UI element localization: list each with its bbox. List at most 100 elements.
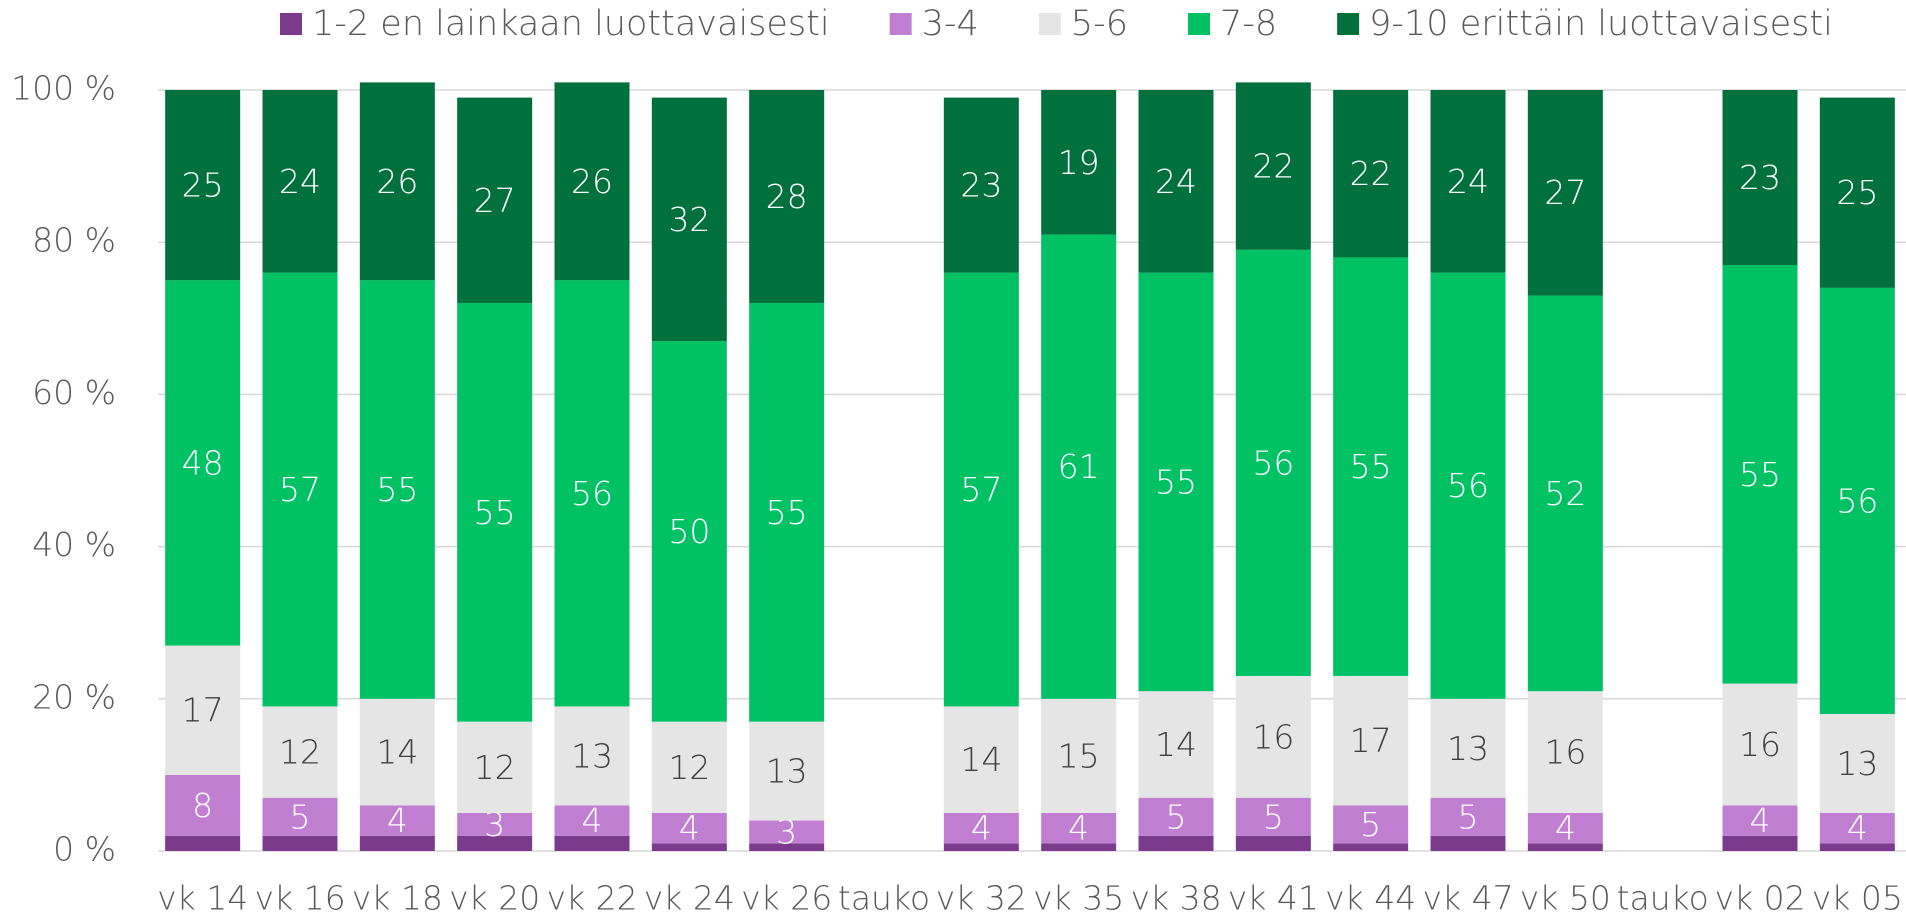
bar-segment	[262, 90, 338, 273]
bar-segment	[1430, 797, 1506, 836]
data-label: 57	[960, 470, 1002, 509]
data-label: 4	[679, 809, 700, 848]
data-label: 5	[1263, 797, 1284, 836]
data-label: 52	[1544, 474, 1586, 513]
x-tick-label: vk 02	[1714, 879, 1805, 915]
data-label: 4	[387, 801, 408, 840]
data-label: 55	[766, 493, 808, 532]
data-label: 12	[474, 748, 516, 787]
data-label: 17	[182, 691, 224, 730]
bar-segment	[1235, 675, 1311, 798]
bar-segment	[1138, 691, 1214, 798]
legend-label: 1-2 en lainkaan luottavaisesti	[312, 4, 830, 44]
bar-segment	[749, 90, 825, 304]
data-label: 55	[1155, 462, 1197, 501]
y-tick-label: 0 %	[53, 830, 116, 869]
x-tick-label: vk 18	[352, 879, 443, 915]
bar-segment	[457, 835, 533, 851]
x-tick-label: tauko	[838, 879, 930, 915]
data-label: 16	[1739, 725, 1781, 764]
data-label: 8	[192, 786, 213, 825]
bar-segment	[165, 645, 241, 775]
x-tick-label: vk 16	[254, 879, 345, 915]
y-tick-label: 80 %	[32, 221, 116, 260]
bar-segment	[651, 843, 727, 851]
bar-segment	[1333, 675, 1409, 806]
bar-segment	[1041, 843, 1117, 851]
data-label: 4	[971, 809, 992, 848]
bar-segment	[554, 835, 630, 851]
bar-segment	[1041, 234, 1117, 699]
bar-segment	[554, 805, 630, 836]
y-tick-label: 20 %	[32, 677, 116, 716]
bar-segment	[457, 721, 533, 813]
x-tick-label: vk 38	[1130, 879, 1221, 915]
bar-segment	[943, 97, 1019, 273]
bar-segment	[749, 303, 825, 722]
x-tick-label: vk 41	[1228, 879, 1319, 915]
bar-segment	[165, 774, 241, 836]
data-label: 17	[1350, 721, 1392, 760]
bar-segment	[262, 272, 338, 707]
bar-segment	[359, 698, 435, 806]
bar-segment	[1235, 797, 1311, 836]
bar-segment	[1430, 698, 1506, 798]
bar-segment	[262, 835, 338, 851]
data-label: 3	[484, 805, 505, 844]
bar-segment	[1819, 812, 1895, 844]
data-label: 5	[1166, 797, 1187, 836]
legend-label: 7-8	[1220, 4, 1277, 44]
data-label: 55	[474, 493, 516, 532]
bar-segment	[1819, 714, 1895, 813]
x-tick-label: vk 50	[1520, 879, 1611, 915]
data-label: 15	[1058, 736, 1100, 775]
bar-segment	[1527, 843, 1603, 851]
data-label: 55	[376, 470, 418, 509]
data-label: 50	[668, 512, 710, 551]
x-tick-label: tauko	[1617, 879, 1709, 915]
bar-segment	[1430, 90, 1506, 273]
legend-swatch	[1187, 13, 1210, 35]
data-label: 25	[182, 166, 224, 205]
data-label: 12	[279, 733, 321, 772]
bar-segment	[1819, 287, 1895, 715]
bar-segment	[359, 82, 435, 281]
data-label: 22	[1252, 147, 1294, 186]
data-label: 26	[376, 162, 418, 201]
data-label: 55	[1350, 447, 1392, 486]
data-label: 24	[279, 162, 321, 201]
bar-segment	[943, 843, 1019, 851]
y-tick-label: 100 %	[11, 69, 116, 108]
data-label: 32	[668, 200, 710, 239]
data-label: 22	[1350, 154, 1392, 193]
bar-segment	[749, 843, 825, 851]
data-label: 24	[1447, 162, 1489, 201]
x-tick-label: vk 47	[1422, 879, 1513, 915]
bar-segment	[1819, 97, 1895, 288]
bar-segment	[165, 835, 241, 851]
data-label: 23	[960, 166, 1002, 205]
data-label: 4	[1555, 809, 1576, 848]
bar-segment	[749, 721, 825, 821]
data-label: 3	[776, 812, 797, 851]
legend-label: 5-6	[1071, 4, 1128, 44]
data-label: 13	[766, 752, 808, 791]
bar-segment	[1527, 295, 1603, 692]
bar-segment	[1722, 805, 1798, 836]
bar-segment	[943, 272, 1019, 707]
bar-segment	[1041, 90, 1117, 235]
bar-segment	[1722, 265, 1798, 684]
bar-segment	[1138, 272, 1214, 692]
data-label: 13	[1836, 744, 1878, 783]
bar-segment	[1138, 797, 1214, 836]
bar-segment	[1333, 257, 1409, 676]
bar-segment	[651, 341, 727, 722]
data-label: 13	[1447, 729, 1489, 768]
bar-segment	[749, 820, 825, 844]
bar-segment	[262, 797, 338, 836]
bar-segment	[1235, 82, 1311, 250]
data-label: 5	[1458, 797, 1479, 836]
bar-segment	[359, 280, 435, 699]
data-label: 5	[1360, 805, 1381, 844]
